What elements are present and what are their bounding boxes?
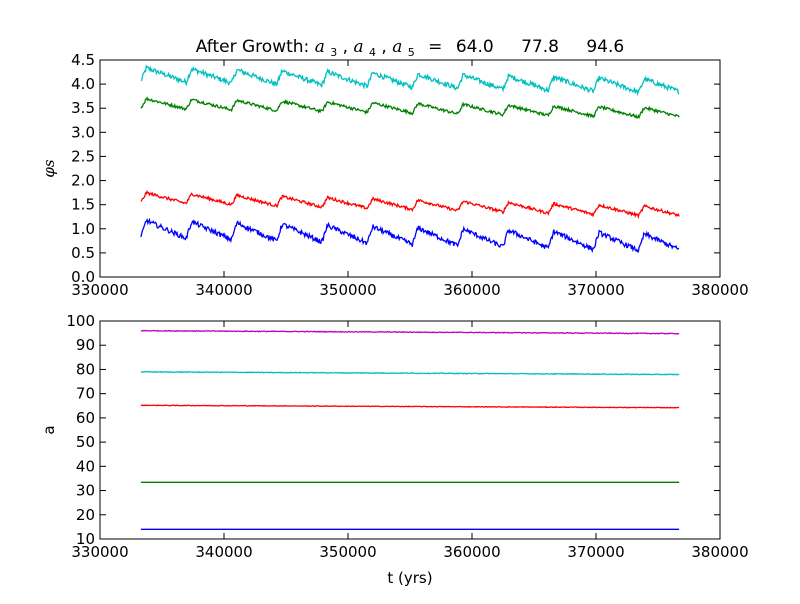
chart-title: After Growth: a 3 , a 4 , a 5 = 64.0 77.… (196, 37, 624, 61)
phi-panel: 330000 340000 350000 360000 370000 380000 0.0 0… (40, 51, 749, 299)
x-tick-label: 360000 (443, 281, 500, 299)
y-tick-label: 0.5 (71, 244, 95, 262)
series-line (140, 370, 680, 376)
y-tick-label: 2.5 (71, 147, 95, 165)
x-tick-label: 380000 (691, 281, 748, 299)
semimajor-axis-panel: 330000 340000 350000 360000 370000 380000 10 20… (40, 312, 749, 587)
y-tick-label: 4.0 (71, 75, 95, 93)
x-tick-label: 350000 (319, 543, 376, 561)
series-line (140, 64, 680, 97)
series-line (140, 96, 680, 120)
y-tick-label: 3.0 (71, 123, 95, 141)
series-line (140, 329, 680, 335)
y-tick-label: 70 (76, 385, 95, 403)
x-tick-label: 340000 (195, 543, 252, 561)
y-tick-label: 40 (76, 457, 95, 475)
series-line (140, 404, 680, 409)
x-tick-label: 370000 (567, 281, 624, 299)
y-axis-label: a (40, 425, 58, 434)
y-tick-label: 30 (76, 482, 95, 500)
x-axis-label: t (yrs) (387, 569, 432, 587)
x-tick-label: 360000 (443, 543, 500, 561)
x-tick-label: 330000 (71, 281, 128, 299)
title-value-a4: 77.8 (521, 37, 559, 57)
title-value-a3: 64.0 (456, 37, 494, 57)
plot-frame (99, 320, 721, 540)
series-line (140, 217, 680, 254)
y-tick-label: 100 (66, 312, 95, 330)
title-prefix: After Growth: (196, 37, 315, 57)
title-comma-1: , (343, 37, 348, 57)
y-axis-label: φs (40, 159, 58, 178)
title-math-a5: a (392, 37, 402, 57)
title-math-a4-sub: 4 (369, 46, 376, 59)
x-tick-label: 340000 (195, 281, 252, 299)
title-equals: = (428, 37, 442, 57)
title-math-a3-sub: 3 (330, 46, 337, 59)
y-tick-label: 1.5 (71, 196, 95, 214)
y-tick-label: 80 (76, 360, 95, 378)
x-tick-label: 370000 (567, 543, 624, 561)
series-line (140, 189, 680, 220)
y-tick-label: 50 (76, 433, 95, 451)
title-math-a4: a (353, 37, 363, 57)
y-tick-label: 10 (76, 530, 95, 548)
title-math-a5-sub: 5 (408, 46, 415, 59)
x-tick-label: 350000 (319, 281, 376, 299)
title-value-a5: 94.6 (586, 37, 624, 57)
y-tick-label: 20 (76, 506, 95, 524)
y-tick-label: 60 (76, 409, 95, 427)
title-comma-2: , (381, 37, 386, 57)
plot-frame (99, 59, 721, 278)
x-tick-label: 330000 (71, 543, 128, 561)
y-tick-label: 0.0 (71, 268, 95, 286)
y-tick-label: 2.0 (71, 172, 95, 190)
y-tick-label: 3.5 (71, 99, 95, 117)
y-tick-label: 4.5 (71, 51, 95, 69)
title-math-a3: a (315, 37, 325, 57)
y-tick-label: 90 (76, 336, 95, 354)
x-tick-label: 380000 (691, 543, 748, 561)
y-tick-label: 1.0 (71, 220, 95, 238)
